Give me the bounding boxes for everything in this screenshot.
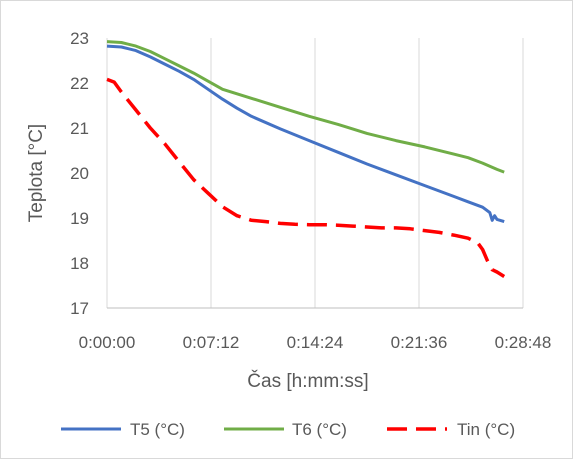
x-tick-label: 0:07:12 <box>183 333 240 352</box>
grid-layer <box>106 38 524 308</box>
series-line-3 <box>106 77 506 278</box>
y-axis-title: Teplota [°C] <box>26 124 47 222</box>
legend-label-2: T6 (°C) <box>292 420 347 439</box>
x-tick-label: 0:28:48 <box>495 333 552 352</box>
legend-label-3: Tin (°C) <box>457 420 515 439</box>
x-tick-label: 0:14:24 <box>287 333 344 352</box>
y-tick-label: 17 <box>70 299 89 318</box>
series-line-1 <box>106 44 505 224</box>
y-tick-label: 19 <box>70 209 89 228</box>
y-tick-label: 23 <box>70 29 89 48</box>
x-axis-title: Čas [h:mm:ss] <box>247 370 368 392</box>
y-tick-label: 21 <box>70 119 89 138</box>
y-tick-label: 20 <box>70 164 89 183</box>
x-tick-label: 0:21:36 <box>391 333 448 352</box>
series-layer <box>106 40 506 278</box>
tick-layer: 17 18 19 20 21 22 23 0:00:00 0:07:12 0:14:24 0:21:… <box>70 29 551 352</box>
legend: T5 (°C) T6 (°C) Tin (°C) <box>61 420 515 439</box>
y-tick-label: 22 <box>70 74 89 93</box>
series-line-2 <box>106 40 505 174</box>
y-tick-label: 18 <box>70 254 89 273</box>
legend-label-1: T5 (°C) <box>130 420 185 439</box>
x-tick-label: 0:00:00 <box>79 333 136 352</box>
